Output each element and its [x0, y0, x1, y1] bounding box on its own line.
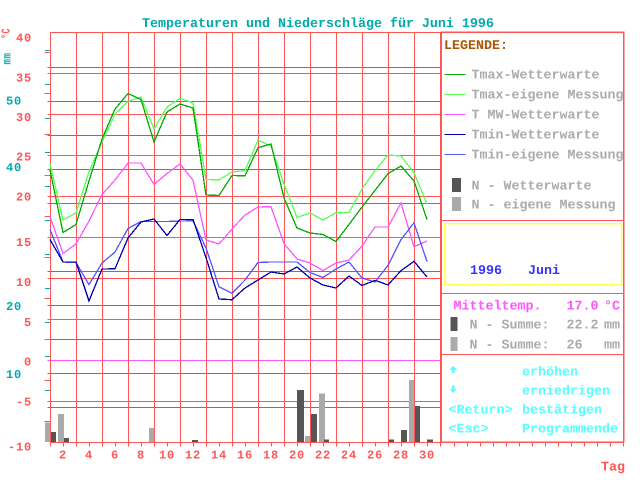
svg-text:17.0: 17.0 [567, 300, 599, 315]
svg-text:10: 10 [16, 276, 32, 290]
svg-text:0: 0 [24, 356, 32, 370]
svg-text:°C: °C [0, 28, 14, 39]
svg-text:Tmax-eigene Messung: Tmax-eigene Messung [472, 89, 624, 104]
svg-text:bestätigen: bestätigen [522, 404, 602, 419]
svg-text:4: 4 [85, 449, 93, 463]
svg-text:Programmende: Programmende [522, 423, 618, 438]
svg-text:2: 2 [59, 449, 67, 463]
svg-text:50: 50 [6, 95, 22, 109]
svg-text:28: 28 [393, 449, 409, 463]
svg-text:N - Summe:: N - Summe: [470, 339, 550, 354]
svg-text:30: 30 [16, 111, 32, 125]
svg-text:22: 22 [315, 449, 331, 463]
svg-text:<Return>: <Return> [449, 404, 513, 419]
svg-text:30: 30 [419, 449, 435, 463]
svg-text:6: 6 [111, 449, 119, 463]
svg-text:26: 26 [367, 449, 383, 463]
svg-text:Mitteltemp.: Mitteltemp. [454, 300, 542, 315]
svg-text:22.2: 22.2 [567, 319, 599, 334]
svg-text:5: 5 [24, 316, 32, 330]
svg-text:N - eigene Messung: N - eigene Messung [472, 199, 616, 214]
svg-text:18: 18 [263, 449, 279, 463]
svg-text:10: 10 [6, 368, 22, 382]
svg-text:8: 8 [137, 449, 145, 463]
svg-text:35: 35 [16, 72, 32, 86]
svg-text:erhöhen: erhöhen [522, 366, 578, 381]
svg-text:mm: mm [604, 339, 620, 354]
svg-text:<Esc>: <Esc> [449, 423, 489, 438]
svg-text:Tmax-Wetterwarte: Tmax-Wetterwarte [472, 69, 600, 84]
svg-text:Temperaturen und Niederschläge: Temperaturen und Niederschläge für Juni … [142, 17, 494, 32]
svg-text:N - Summe:: N - Summe: [470, 319, 550, 334]
svg-text:20: 20 [6, 300, 22, 314]
svg-text:erniedrigen: erniedrigen [522, 385, 610, 400]
svg-text:LEGENDE:: LEGENDE: [444, 39, 508, 54]
svg-text:26: 26 [567, 339, 583, 354]
svg-text:Tmin-eigene Messung: Tmin-eigene Messung [472, 149, 624, 164]
svg-text:mm: mm [604, 319, 620, 334]
svg-text:15: 15 [16, 236, 32, 250]
svg-text:24: 24 [341, 449, 357, 463]
svg-text:20: 20 [16, 191, 32, 205]
svg-text:mm: mm [1, 53, 15, 65]
svg-text:T MW-Wetterwarte: T MW-Wetterwarte [472, 109, 600, 124]
svg-text:40: 40 [16, 32, 32, 46]
svg-text:16: 16 [237, 449, 253, 463]
svg-text:N - Wetterwarte: N - Wetterwarte [472, 180, 592, 195]
svg-text:40: 40 [6, 161, 22, 175]
svg-text:-10: -10 [8, 441, 32, 455]
svg-text:Tag: Tag [601, 461, 625, 476]
svg-text:-5: -5 [16, 396, 32, 410]
svg-text:20: 20 [289, 449, 305, 463]
svg-text:°C: °C [604, 300, 620, 315]
svg-text:Tmin-Wetterwarte: Tmin-Wetterwarte [472, 129, 600, 144]
svg-text:1996: 1996 [470, 264, 502, 279]
svg-text:10: 10 [159, 449, 175, 463]
svg-text:14: 14 [211, 449, 227, 463]
svg-text:Juni: Juni [528, 264, 560, 279]
svg-text:25: 25 [16, 151, 32, 165]
svg-text:12: 12 [185, 449, 201, 463]
